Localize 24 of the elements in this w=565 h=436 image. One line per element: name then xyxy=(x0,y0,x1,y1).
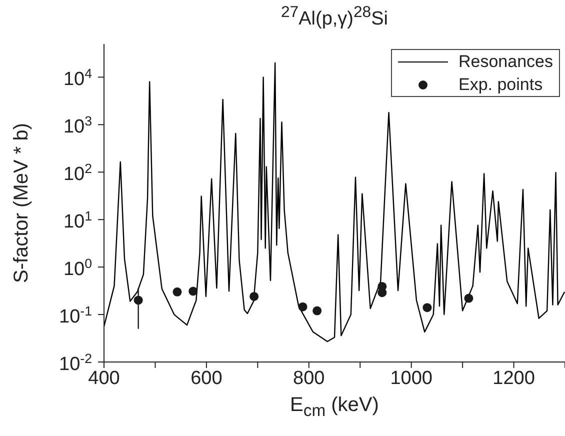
point xyxy=(312,306,322,316)
x-tick-label: 800 xyxy=(293,368,325,389)
point xyxy=(134,296,143,305)
y-tick-label: 10$^{-1}$ xyxy=(59,303,92,328)
y-tick-label: 10$^{1}$ xyxy=(63,208,92,233)
point xyxy=(298,302,308,312)
chart-title: $^{27}$Al(p,γ)$^{28}$Si xyxy=(280,4,390,30)
x-tick-label: 1000 xyxy=(390,368,432,389)
y-axis-title: S-factor (MeV * b) xyxy=(10,122,34,284)
x-tick-label: 600 xyxy=(190,368,222,389)
point xyxy=(464,294,474,303)
point xyxy=(378,288,387,298)
legend-label: Exp. points xyxy=(458,74,543,96)
point xyxy=(250,292,259,301)
y-tick-label: 10$^{3}$ xyxy=(63,113,92,138)
y-tick-label: 10$^{4}$ xyxy=(63,66,92,90)
legend-label: Resonances xyxy=(458,51,553,73)
y-tick-label: 10$^{2}$ xyxy=(63,160,92,186)
x-tick-label: 1200 xyxy=(492,368,535,389)
point xyxy=(422,303,432,312)
y-tick-label: 10$^{0}$ xyxy=(63,256,92,280)
point xyxy=(172,287,182,296)
point xyxy=(188,286,198,296)
x-axis-title: E$_{cm}$ (keV) xyxy=(289,394,380,421)
